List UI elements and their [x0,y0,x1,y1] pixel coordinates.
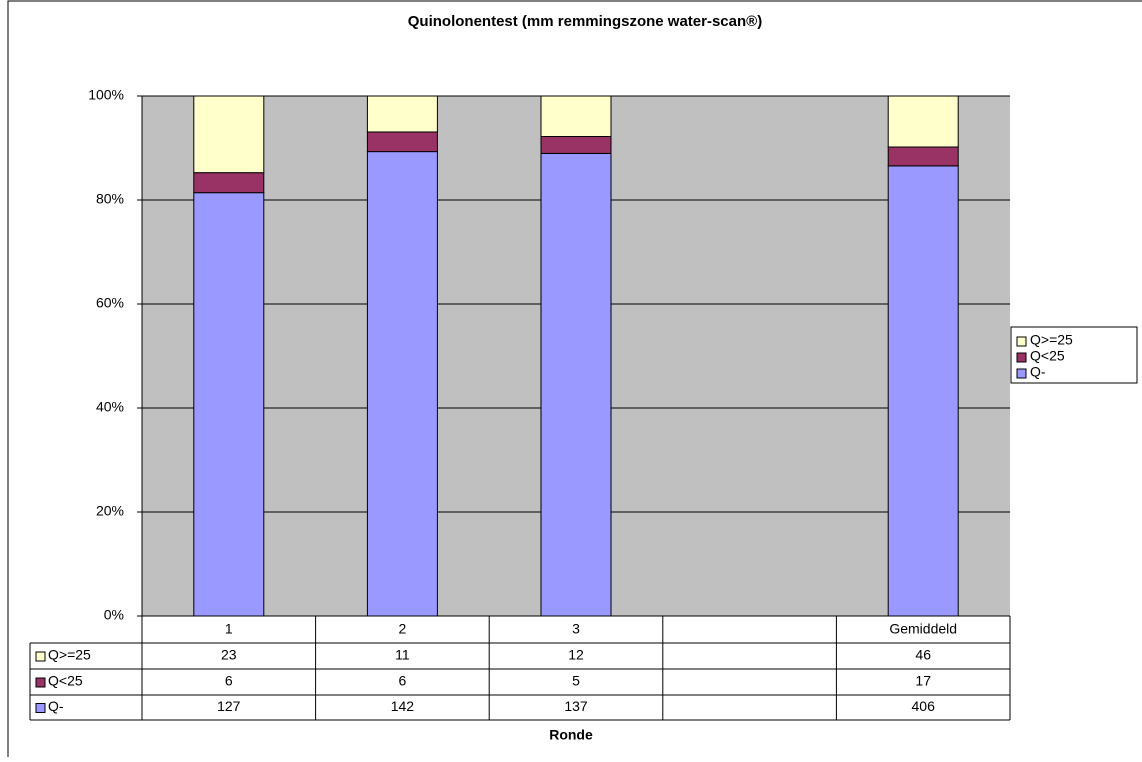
bar-segment [193,95,265,174]
legend-label: Q<25 [1030,348,1065,364]
legend-key [1016,336,1027,347]
table-value: 6 [225,673,233,689]
y-tick-label: 40% [96,399,124,415]
table-value: 406 [912,698,936,714]
table-value: 17 [915,673,931,689]
y-tick-label: 80% [96,191,124,207]
table-value: 12 [568,647,584,663]
x-tick-label: 1 [225,621,233,637]
legend-key [1016,368,1027,379]
bar-segment [540,152,612,617]
bar-segment [193,172,265,194]
x-tick-label: Gemiddeld [889,621,957,637]
bar-segment [887,146,959,167]
bar-segment [193,192,265,617]
legend-key [1016,352,1027,363]
table-value: 5 [572,673,580,689]
bar-segment [887,165,959,617]
x-axis-label: Ronde [549,727,593,743]
table-value: 11 [395,647,410,663]
table-legend-key [35,703,46,713]
legend-box [1010,326,1138,384]
bar-segment [366,131,438,153]
table-value: 6 [399,673,407,689]
chart-title: Quinolonentest (mm remmingszone water-sc… [408,13,762,30]
table-legend-key [35,651,46,662]
bar-segment [366,95,438,133]
table-value: 137 [564,698,588,714]
x-tick-label: 2 [399,621,407,637]
y-tick-label: 20% [96,503,124,519]
y-tick-label: 0% [104,607,124,623]
table-value: 142 [391,698,415,714]
table-series-name: Q>=25 [48,647,91,663]
table-value: 46 [915,647,931,663]
table-series-name: Q- [48,698,64,714]
bar-segment [540,95,612,138]
y-tick-label: 100% [88,87,124,103]
table-value: 23 [221,647,237,663]
bar-segment [887,95,959,148]
x-tick-label: 3 [572,621,580,637]
table-series-name: Q<25 [48,673,83,689]
bar-segment [366,151,438,617]
bar-segment [540,136,612,154]
legend-label: Q>=25 [1030,332,1073,348]
table-value: 127 [217,698,241,714]
y-tick-label: 60% [96,295,124,311]
table-legend-key [35,677,46,688]
legend-label: Q- [1030,364,1046,380]
